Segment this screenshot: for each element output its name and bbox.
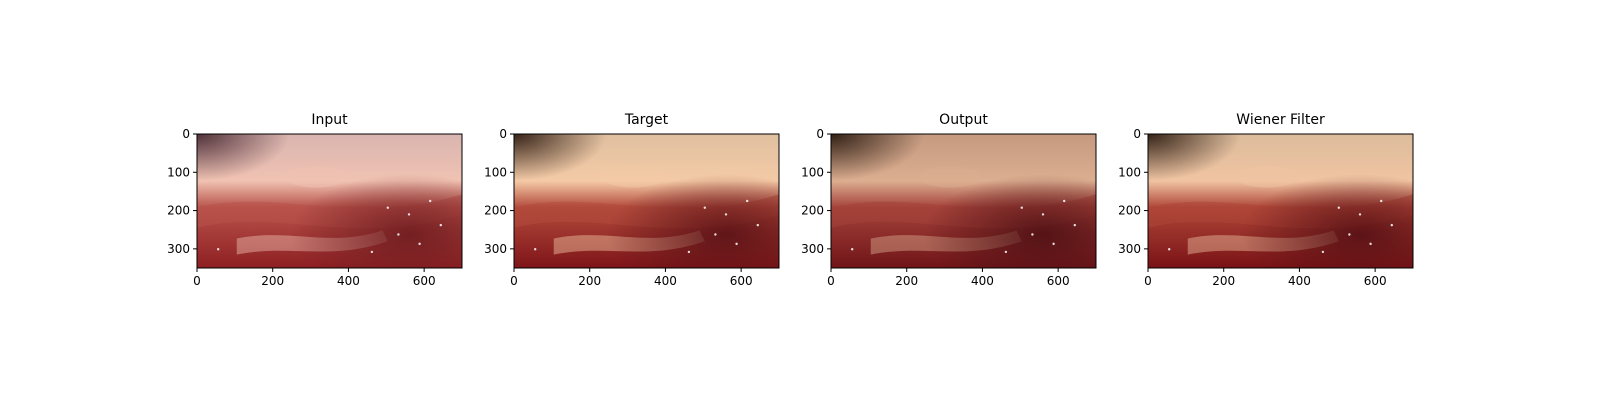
y-tick-label: 300 (1118, 242, 1141, 256)
y-tick-label: 200 (167, 204, 190, 218)
y-tick-label: 0 (499, 127, 507, 141)
x-tick-label: 400 (1288, 274, 1311, 288)
y-tick-label: 300 (484, 242, 507, 256)
axes-frame (196, 133, 463, 269)
x-tick-label: 600 (730, 274, 753, 288)
subplot-3: Output 0 200 400 600 0 100 200 300 (801, 112, 1097, 288)
x-tick-label: 400 (971, 274, 994, 288)
x-tick-label: 0 (510, 274, 518, 288)
surgical-image (197, 134, 462, 268)
x-tick-label: 0 (827, 274, 835, 288)
surgical-image (831, 134, 1096, 268)
x-tick-label: 200 (1212, 274, 1235, 288)
y-tick-label: 200 (801, 204, 824, 218)
x-tick-label: 600 (1047, 274, 1070, 288)
subplot-title: Output (939, 112, 988, 128)
y-tick-label: 300 (801, 242, 824, 256)
x-tick-label: 0 (1144, 274, 1152, 288)
x-tick-label: 400 (654, 274, 677, 288)
subplot-2: Target 0 200 400 600 0 100 200 300 (484, 112, 780, 288)
axes-frame (830, 133, 1097, 269)
x-tick-label: 0 (193, 274, 201, 288)
y-tick-label: 100 (1118, 165, 1141, 179)
x-tick-label: 600 (1364, 274, 1387, 288)
surgical-image (1148, 134, 1413, 268)
subplot-title: Wiener Filter (1236, 112, 1325, 128)
x-tick-label: 600 (413, 274, 436, 288)
x-tick-label: 200 (578, 274, 601, 288)
y-tick-label: 200 (484, 204, 507, 218)
y-tick-label: 300 (167, 242, 190, 256)
y-tick-label: 0 (182, 127, 190, 141)
y-tick-label: 200 (1118, 204, 1141, 218)
axes-frame (513, 133, 780, 269)
x-tick-label: 400 (337, 274, 360, 288)
subplot-4: Wiener Filter 0 200 400 600 0 100 200 300 (1118, 112, 1414, 288)
y-tick-label: 0 (816, 127, 824, 141)
subplot-title: Target (624, 112, 669, 128)
subplot-1: Input 0 200 400 600 0 100 200 300 (167, 112, 463, 288)
surgical-image (514, 134, 779, 268)
x-tick-label: 200 (261, 274, 284, 288)
axes-frame (1147, 133, 1414, 269)
subplot-title: Input (311, 112, 348, 128)
x-tick-label: 200 (895, 274, 918, 288)
y-tick-label: 100 (167, 165, 190, 179)
y-tick-label: 100 (484, 165, 507, 179)
y-tick-label: 0 (1133, 127, 1141, 141)
y-tick-label: 100 (801, 165, 824, 179)
